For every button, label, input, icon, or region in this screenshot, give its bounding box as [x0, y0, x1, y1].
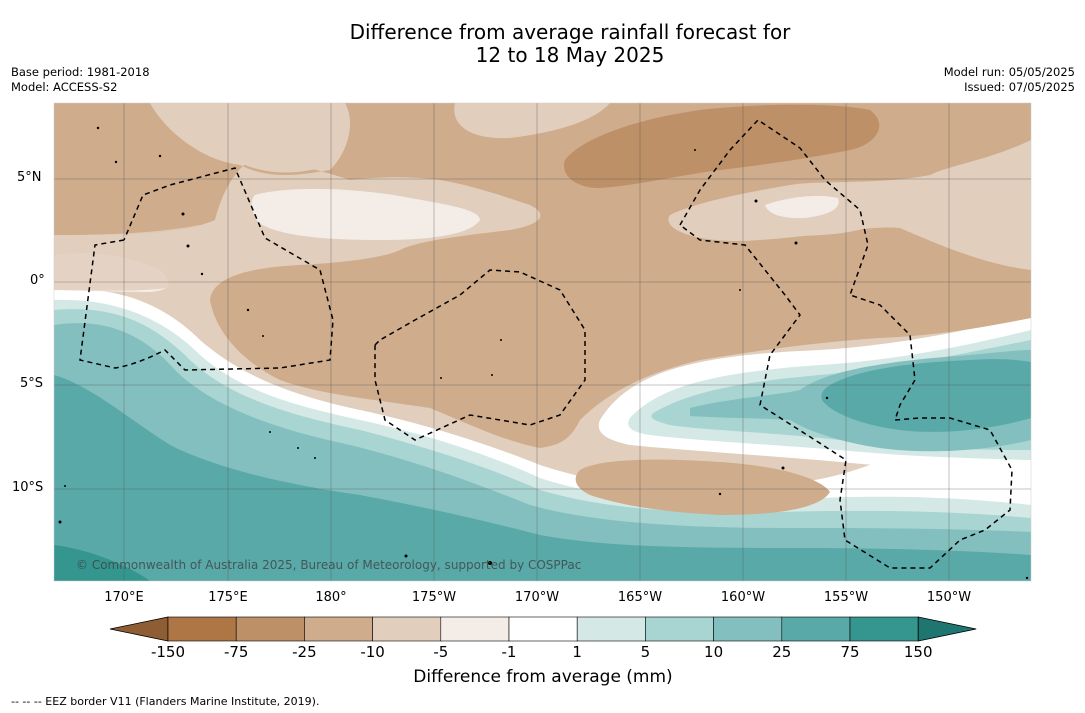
eez-central — [374, 269, 586, 441]
title-line-2: 12 to 18 May 2025 — [475, 43, 665, 67]
lon-label-165w: 165°W — [617, 590, 663, 605]
lon-label-180: 180° — [315, 590, 347, 605]
meta-left: Base period: 1981-2018 Model: ACCESS-S2 — [11, 65, 150, 95]
copyright-notice: © Commonwealth of Australia 2025, Bureau… — [76, 558, 582, 572]
lat-label-10s: 10°S — [12, 480, 44, 495]
lon-label-155w: 155°W — [823, 590, 869, 605]
light-patch-north — [150, 103, 347, 173]
colorbar-title: Difference from average (mm) — [413, 667, 673, 687]
colorbar-tick-label: 25 — [772, 643, 792, 661]
light-west-ne — [54, 222, 220, 291]
band-teal-5 — [54, 545, 150, 581]
colorbar-tick-label: -10 — [360, 643, 385, 661]
eez-tuvalu-kiribati-west — [79, 167, 334, 371]
colorbar-tick-label: 5 — [640, 643, 651, 661]
eez-east-north — [679, 119, 1013, 569]
lon-label-170w: 170°W — [514, 590, 560, 605]
colorbar — [109, 616, 977, 642]
lat-label-5s: 5°S — [20, 376, 44, 391]
eez-footnote: -- -- -- EEZ border V11 (Flanders Marine… — [11, 695, 320, 708]
east-blob-teal-4 — [821, 359, 1031, 432]
colorbar-segment — [235, 616, 305, 642]
very-light-west — [251, 188, 480, 240]
dry-north-1 — [54, 103, 1031, 448]
colorbar-tick-label: -150 — [150, 643, 186, 661]
colorbar-extension-low — [109, 616, 169, 642]
colorbar-tick-label: -1 — [501, 643, 517, 661]
colorbar-segment — [781, 616, 851, 642]
lon-label-150w: 150°W — [926, 590, 972, 605]
colorbar-segment — [508, 616, 578, 642]
eez-borders — [79, 119, 1013, 569]
lat-label-5n: 5°N — [17, 170, 42, 185]
lon-label-170e: 170°E — [104, 590, 144, 605]
meta-right: Model run: 05/05/2025 Issued: 07/05/2025 — [944, 65, 1075, 95]
colorbar-segment — [645, 616, 714, 642]
lat-label-0: 0° — [30, 273, 45, 288]
very-light-east — [765, 196, 839, 219]
title-line-1: Difference from average rainfall forecas… — [349, 20, 791, 44]
lon-label-175w: 175°W — [411, 590, 457, 605]
colorbar-tick-label: -25 — [292, 643, 317, 661]
map-title: Difference from average rainfall forecas… — [0, 21, 1085, 67]
base-period: Base period: 1981-2018 — [11, 65, 150, 79]
model-run: Model run: 05/05/2025 — [943, 65, 1075, 79]
light-patch-north-east — [454, 103, 610, 139]
colorbar-extension-high — [917, 616, 977, 642]
colorbar-tick-label: 75 — [840, 643, 860, 661]
colorbar-tick-label: 10 — [704, 643, 724, 661]
colorbar-segment — [372, 616, 442, 642]
islands — [58, 126, 1029, 580]
colorbar-segment — [167, 616, 237, 642]
colorbar-tick-label: -75 — [223, 643, 249, 661]
colorbar-segment — [713, 616, 783, 642]
colorbar-tick-label: 150 — [903, 643, 933, 661]
dry-south-1 — [575, 459, 830, 515]
lon-label-160w: 160°W — [720, 590, 766, 605]
model-name: Model: ACCESS-S2 — [11, 80, 118, 94]
colorbar-segment — [440, 616, 510, 642]
colorbar-tick-label: -5 — [433, 643, 449, 661]
colorbar-segment — [576, 616, 646, 642]
colorbar-tick-label: 1 — [572, 643, 582, 661]
issued-date: Issued: 07/05/2025 — [964, 80, 1075, 94]
colorbar-segment — [304, 616, 373, 642]
map-frame — [53, 102, 1032, 582]
dry-north-2 — [564, 104, 880, 188]
map-field — [54, 103, 1031, 581]
band-teal-4 — [54, 375, 1031, 581]
lon-label-175e: 175°E — [208, 590, 248, 605]
colorbar-segment — [849, 616, 919, 642]
